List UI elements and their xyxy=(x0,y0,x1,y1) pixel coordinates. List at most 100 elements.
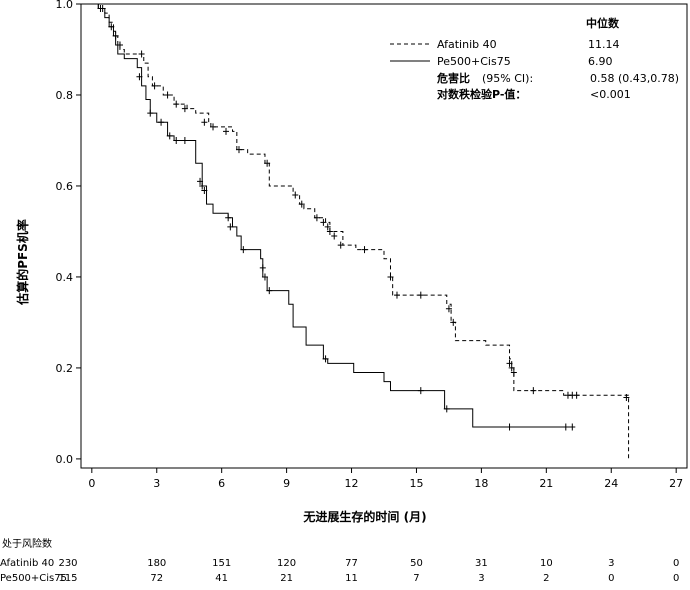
pvalue-label: 对数秩检验P-值： xyxy=(437,87,526,101)
censor-mark-afatinib xyxy=(320,218,327,226)
series-layer xyxy=(91,3,630,459)
censor-mark-pemetrexed xyxy=(266,287,273,295)
y-axis-title: 估算的PFS机率 xyxy=(15,219,30,306)
x-tick-label: 3 xyxy=(153,477,160,490)
legend: 中位数 Afatinib 40 11.14 Pe500+Cis75 6.90 危… xyxy=(390,16,679,101)
risk-value: 2 xyxy=(543,573,549,584)
censor-mark-pemetrexed xyxy=(322,355,329,363)
censor-mark-pemetrexed xyxy=(136,73,143,81)
censor-mark-pemetrexed xyxy=(225,214,232,222)
censor-mark-afatinib xyxy=(508,364,515,372)
risk-value: 3 xyxy=(478,573,484,584)
censor-mark-afatinib xyxy=(450,318,457,326)
risk-value: 230 xyxy=(58,558,77,569)
censor-mark-afatinib xyxy=(223,127,230,135)
risk-value: 50 xyxy=(410,558,423,569)
y-tick-label: 1.0 xyxy=(56,0,74,11)
censor-mark-afatinib xyxy=(112,32,119,40)
pvalue-value: <0.001 xyxy=(590,88,631,101)
plot-frame xyxy=(80,3,688,469)
censor-mark-afatinib xyxy=(393,291,400,299)
risk-value: 77 xyxy=(345,558,358,569)
censor-mark-afatinib xyxy=(151,82,158,90)
censor-mark-afatinib xyxy=(530,387,537,395)
censor-mark-pemetrexed xyxy=(261,273,268,281)
censor-mark-afatinib xyxy=(331,232,338,240)
censor-mark-pemetrexed xyxy=(173,136,180,144)
censor-mark-afatinib xyxy=(173,100,180,108)
censor-mark-afatinib xyxy=(201,118,208,126)
x-tick-label: 6 xyxy=(218,477,225,490)
censor-mark-afatinib xyxy=(445,305,452,313)
censor-mark-pemetrexed xyxy=(506,423,513,431)
risk-value: 151 xyxy=(212,558,231,569)
legend-label-pemetrexed: Pe500+Cis75 xyxy=(437,55,511,68)
censor-mark-afatinib xyxy=(326,227,333,235)
x-tick-label: 27 xyxy=(669,477,683,490)
risk-value: 120 xyxy=(277,558,296,569)
censor-mark-afatinib xyxy=(298,200,305,208)
y-tick-label: 0.2 xyxy=(56,362,74,375)
censor-mark-afatinib xyxy=(387,273,394,281)
legend-median-header: 中位数 xyxy=(586,16,620,30)
y-tick-label: 0.8 xyxy=(56,89,74,102)
risk-table-values: 230 180 151 120 77 50 31 10 3 0 115 72 41 21 11 7 3 2 0 0 xyxy=(58,558,679,584)
hazard-ratio-value: 0.58 (0.43,0.78) xyxy=(590,72,679,85)
censor-mark-afatinib xyxy=(210,123,217,131)
censor-mark-pemetrexed xyxy=(147,109,154,117)
y-tick-label: 0.6 xyxy=(56,180,74,193)
risk-value: 7 xyxy=(413,573,419,584)
x-tick-label: 0 xyxy=(88,477,95,490)
risk-value: 41 xyxy=(215,573,228,584)
hazard-ratio-label: 危害比 xyxy=(436,71,470,85)
censor-mark-pemetrexed xyxy=(108,23,115,31)
censor-mark-afatinib xyxy=(337,241,344,249)
censor-mark-afatinib xyxy=(313,214,320,222)
censor-mark-afatinib xyxy=(235,146,242,154)
x-tick-label: 21 xyxy=(539,477,553,490)
hazard-ratio-ci-label: (95% CI): xyxy=(482,72,533,85)
censor-mark-afatinib xyxy=(361,246,368,254)
censor-mark-pemetrexed xyxy=(181,136,188,144)
censor-mark-afatinib xyxy=(573,391,580,399)
censor-mark-pemetrexed xyxy=(227,223,234,231)
risk-value: 21 xyxy=(280,573,293,584)
censor-mark-pemetrexed xyxy=(166,132,173,140)
censor-mark-pemetrexed xyxy=(569,423,576,431)
censor-mark-afatinib xyxy=(164,91,171,99)
x-tick-label: 18 xyxy=(474,477,488,490)
risk-row-label-pemetrexed: Pe500+Cis75 xyxy=(0,573,67,584)
censor-mark-pemetrexed xyxy=(201,187,208,195)
censor-mark-afatinib xyxy=(510,368,517,376)
censor-mark-pemetrexed xyxy=(116,41,123,49)
risk-value: 180 xyxy=(147,558,166,569)
y-tick-label: 0.4 xyxy=(56,271,74,284)
censor-mark-afatinib xyxy=(324,223,331,231)
censor-mark-afatinib xyxy=(417,291,424,299)
x-axis-title: 无进展生存的时间 (月) xyxy=(302,509,426,524)
censor-mark-pemetrexed xyxy=(443,405,450,413)
censor-mark-pemetrexed xyxy=(197,177,204,185)
risk-value: 0 xyxy=(608,573,614,584)
censor-mark-afatinib xyxy=(264,159,271,167)
censor-mark-pemetrexed xyxy=(259,264,266,272)
risk-value: 0 xyxy=(673,558,679,569)
censor-mark-pemetrexed xyxy=(199,182,206,190)
censor-mark-afatinib xyxy=(623,393,630,401)
censor-mark-afatinib xyxy=(138,50,145,58)
censor-mark-pemetrexed xyxy=(158,118,165,126)
censor-layer xyxy=(97,5,630,431)
legend-median-afatinib: 11.14 xyxy=(588,38,620,51)
risk-value: 10 xyxy=(540,558,553,569)
risk-value: 72 xyxy=(150,573,163,584)
censor-mark-pemetrexed xyxy=(240,246,247,254)
risk-value: 3 xyxy=(608,558,614,569)
km-curve-afatinib xyxy=(91,3,630,459)
x-tick-label: 9 xyxy=(283,477,290,490)
risk-table-title: 处于风险数 xyxy=(2,537,52,550)
risk-table: 处于风险数 Afatinib 40 Pe500+Cis75 230 180 151 1… xyxy=(0,537,679,584)
risk-value: 0 xyxy=(673,573,679,584)
risk-value: 115 xyxy=(58,573,77,584)
